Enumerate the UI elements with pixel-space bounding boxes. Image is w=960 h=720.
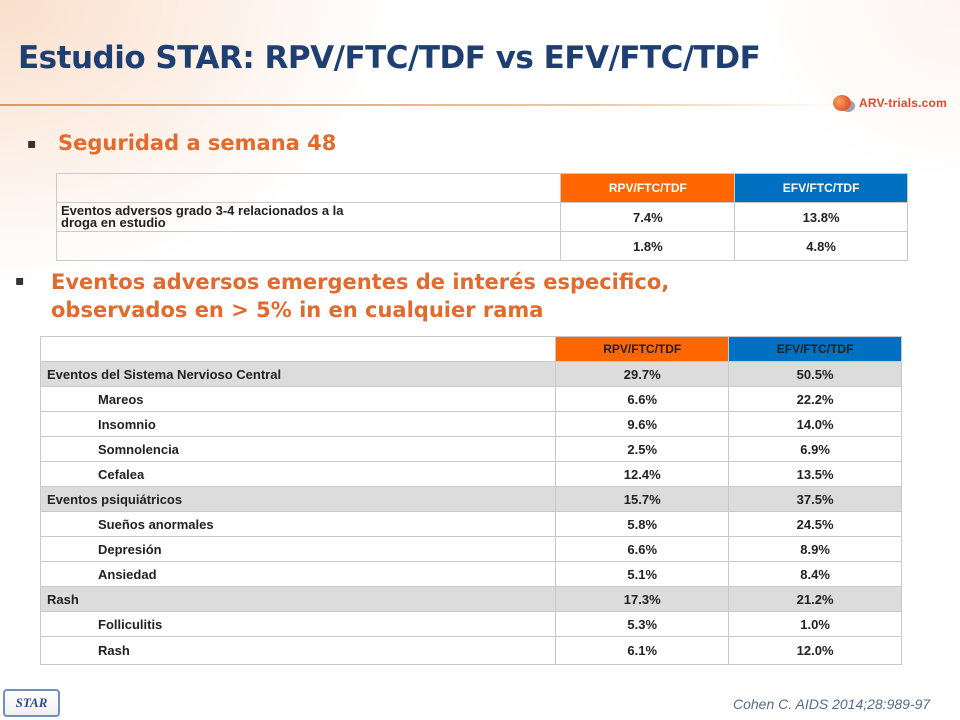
row-label: Sueños anormales	[39, 511, 557, 537]
table-row: Insomnio 9.6% 14.0%	[39, 411, 902, 437]
star-study-badge[interactable]: STAR	[3, 689, 60, 717]
efv-value: 6.9%	[728, 436, 902, 462]
adverse-events-table: RPV/FTC/TDF EFV/FTC/TDF Eventos del Sist…	[39, 336, 902, 665]
row-label: Rash	[39, 636, 557, 665]
rpv-value: 1.8%	[560, 231, 736, 261]
efv-value: 21.2%	[728, 586, 902, 612]
efv-value: 12.0%	[728, 636, 902, 665]
slide-title: Estudio STAR: RPV/FTC/TDF vs EFV/FTC/TDF	[18, 40, 761, 76]
row-label: Mareos	[39, 386, 557, 412]
row-label: Eventos adversos grado 3-4 relacionados …	[55, 202, 562, 232]
header-efv: EFV/FTC/TDF	[728, 336, 902, 362]
logo-text: ARV-trials.com	[859, 96, 947, 110]
efv-value: 8.4%	[728, 561, 902, 587]
rpv-value: 7.4%	[560, 202, 736, 232]
table-row: Somnolencia 2.5% 6.9%	[39, 436, 902, 462]
table-row: Eventos adversos grado 3-4 relacionados …	[55, 202, 908, 232]
arv-trials-logo: ARV-trials.com	[833, 92, 947, 114]
table-row: Depresión 6.6% 8.9%	[39, 536, 902, 562]
rpv-value: 5.3%	[555, 611, 730, 637]
bullet-square-icon: ▪	[15, 273, 25, 289]
row-label: Folliculitis	[39, 611, 557, 637]
rpv-value: 17.3%	[555, 586, 730, 612]
header-empty-cell	[39, 336, 557, 362]
table-row: Mareos 6.6% 22.2%	[39, 386, 902, 412]
rpv-value: 5.1%	[555, 561, 730, 587]
safety-table: RPV/FTC/TDF EFV/FTC/TDF Eventos adversos…	[55, 173, 908, 261]
row-label: Rash	[39, 586, 557, 612]
table-row: Eventos del Sistema Nervioso Central 29.…	[39, 361, 902, 387]
citation: Cohen C. AIDS 2014;28:989-97	[733, 696, 931, 712]
efv-value: 50.5%	[728, 361, 902, 387]
efv-value: 13.8%	[734, 202, 908, 232]
row-label	[55, 231, 562, 261]
title-underline	[0, 104, 840, 106]
header-efv: EFV/FTC/TDF	[734, 173, 908, 203]
table-row: Cefalea 12.4% 13.5%	[39, 461, 902, 487]
table-row: Ansiedad 5.1% 8.4%	[39, 561, 902, 587]
row-label: Somnolencia	[39, 436, 557, 462]
rpv-value: 6.1%	[555, 636, 730, 665]
logo-mark-icon	[833, 95, 851, 111]
header-rpv: RPV/FTC/TDF	[555, 336, 730, 362]
rpv-value: 2.5%	[555, 436, 730, 462]
table-row: Rash 6.1% 12.0%	[39, 636, 902, 665]
table-header-row: RPV/FTC/TDF EFV/FTC/TDF	[39, 336, 902, 362]
efv-value: 22.2%	[728, 386, 902, 412]
efv-value: 8.9%	[728, 536, 902, 562]
table-row: Folliculitis 5.3% 1.0%	[39, 611, 902, 637]
rpv-value: 12.4%	[555, 461, 730, 487]
rpv-value: 6.6%	[555, 536, 730, 562]
efv-value: 4.8%	[734, 231, 908, 261]
row-label: Eventos psiquiátricos	[39, 486, 557, 512]
rpv-value: 9.6%	[555, 411, 730, 437]
table-row: Sueños anormales 5.8% 24.5%	[39, 511, 902, 537]
rpv-value: 15.7%	[555, 486, 730, 512]
row-label: Cefalea	[39, 461, 557, 487]
bullet-text: Seguridad a semana 48	[58, 131, 337, 155]
efv-value: 13.5%	[728, 461, 902, 487]
row-label: Eventos del Sistema Nervioso Central	[39, 361, 557, 387]
efv-value: 24.5%	[728, 511, 902, 537]
efv-value: 14.0%	[728, 411, 902, 437]
efv-value: 37.5%	[728, 486, 902, 512]
rpv-value: 6.6%	[555, 386, 730, 412]
table-row: 1.8% 4.8%	[55, 231, 908, 261]
row-label: Depresión	[39, 536, 557, 562]
efv-value: 1.0%	[728, 611, 902, 637]
table-row: Rash 17.3% 21.2%	[39, 586, 902, 612]
header-empty-cell	[55, 173, 562, 203]
rpv-value: 29.7%	[555, 361, 730, 387]
rpv-value: 5.8%	[555, 511, 730, 537]
row-label: Ansiedad	[39, 561, 557, 587]
header-rpv: RPV/FTC/TDF	[560, 173, 736, 203]
table-header-row: RPV/FTC/TDF EFV/FTC/TDF	[55, 173, 908, 203]
row-label: Insomnio	[39, 411, 557, 437]
bullet-text: Eventos adversos emergentes de interés e…	[51, 270, 670, 322]
bullet-square-icon: ▪	[27, 136, 37, 152]
table-row: Eventos psiquiátricos 15.7% 37.5%	[39, 486, 902, 512]
